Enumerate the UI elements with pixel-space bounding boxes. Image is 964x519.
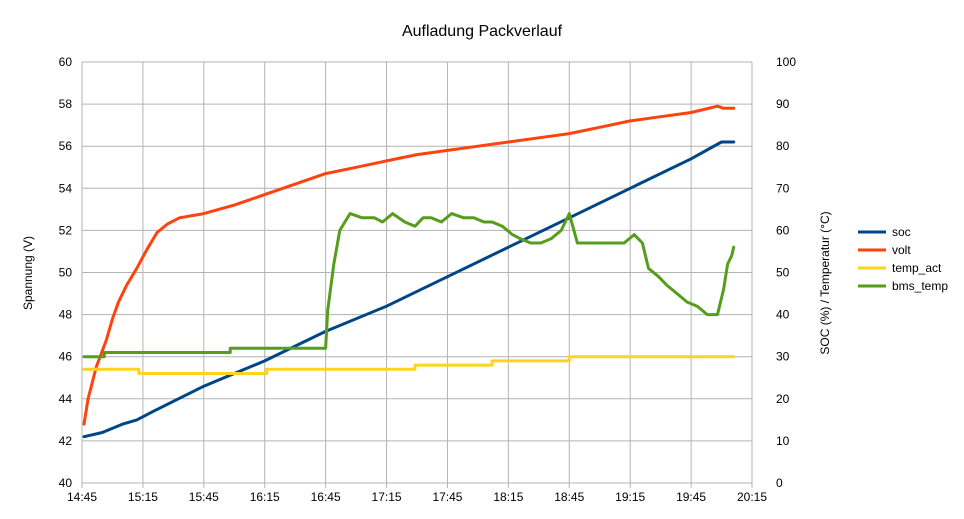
y-left-tick-label: 42 [59,434,73,448]
y-left-tick-label: 58 [59,97,73,111]
series-line-volt [82,104,736,426]
x-tick-label: 19:45 [676,490,706,504]
x-tick-label: 17:45 [432,490,462,504]
y-right-tick-label: 100 [776,55,796,69]
series-line-bms_temp [82,212,736,359]
x-tick-label: 16:15 [250,490,280,504]
y-right-tick-label: 50 [776,266,790,280]
legend-label-soc: soc [892,225,911,239]
y-left-tick-label: 60 [59,55,73,69]
x-tick-label: 19:15 [615,490,645,504]
x-tick-label: 16:45 [311,490,341,504]
series-line-temp_act [82,355,736,375]
chart-title: Aufladung Packverlauf [402,23,563,40]
x-tick-label: 18:15 [493,490,523,504]
x-tick-label: 15:45 [189,490,219,504]
y-axis-left-title: Spannung (V) [21,236,35,310]
series-group [82,104,736,439]
y-right-tick-label: 10 [776,434,790,448]
legend-label-bms_temp: bms_temp [892,279,948,293]
x-tick-label: 20:15 [737,490,767,504]
y-right-tick-label: 40 [776,308,790,322]
y-left-tick-label: 52 [59,223,73,237]
legend-label-volt: volt [892,243,911,257]
x-tick-label: 18:45 [554,490,584,504]
y-right-tick-label: 30 [776,350,790,364]
legend: soc volt temp_act bms_temp [858,225,948,293]
y-right-tick-label: 20 [776,392,790,406]
x-tick-label: 14:45 [67,490,97,504]
legend-label-temp_act: temp_act [892,261,942,275]
y-left-tick-label: 48 [59,308,73,322]
x-tick-label: 15:15 [128,490,158,504]
y-right-tick-label: 70 [776,181,790,195]
y-left-tick-label: 44 [59,392,73,406]
y-axis-right-title: SOC (%) / Temperatur (°C) [818,211,832,354]
y-right-tick-label: 90 [776,97,790,111]
y-left-tick-label: 50 [59,266,73,280]
y-left-tick-label: 56 [59,139,73,153]
axes: 40 42 44 46 48 50 52 54 56 58 60 0 10 20 30 40 50 60 70 80 9… [59,55,797,504]
series-line-soc [82,140,736,439]
y-left-tick-label: 40 [59,476,73,490]
y-right-tick-label: 0 [776,476,783,490]
x-tick-label: 17:15 [372,490,402,504]
y-left-tick-label: 46 [59,350,73,364]
y-right-tick-label: 80 [776,139,790,153]
y-left-tick-label: 54 [59,181,73,195]
y-right-tick-label: 60 [776,223,790,237]
